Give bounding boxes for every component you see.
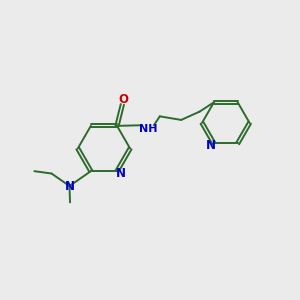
Text: NH: NH	[139, 124, 157, 134]
Text: N: N	[64, 179, 74, 193]
Text: O: O	[118, 93, 128, 106]
Text: N: N	[206, 140, 216, 152]
Text: N: N	[116, 167, 126, 180]
